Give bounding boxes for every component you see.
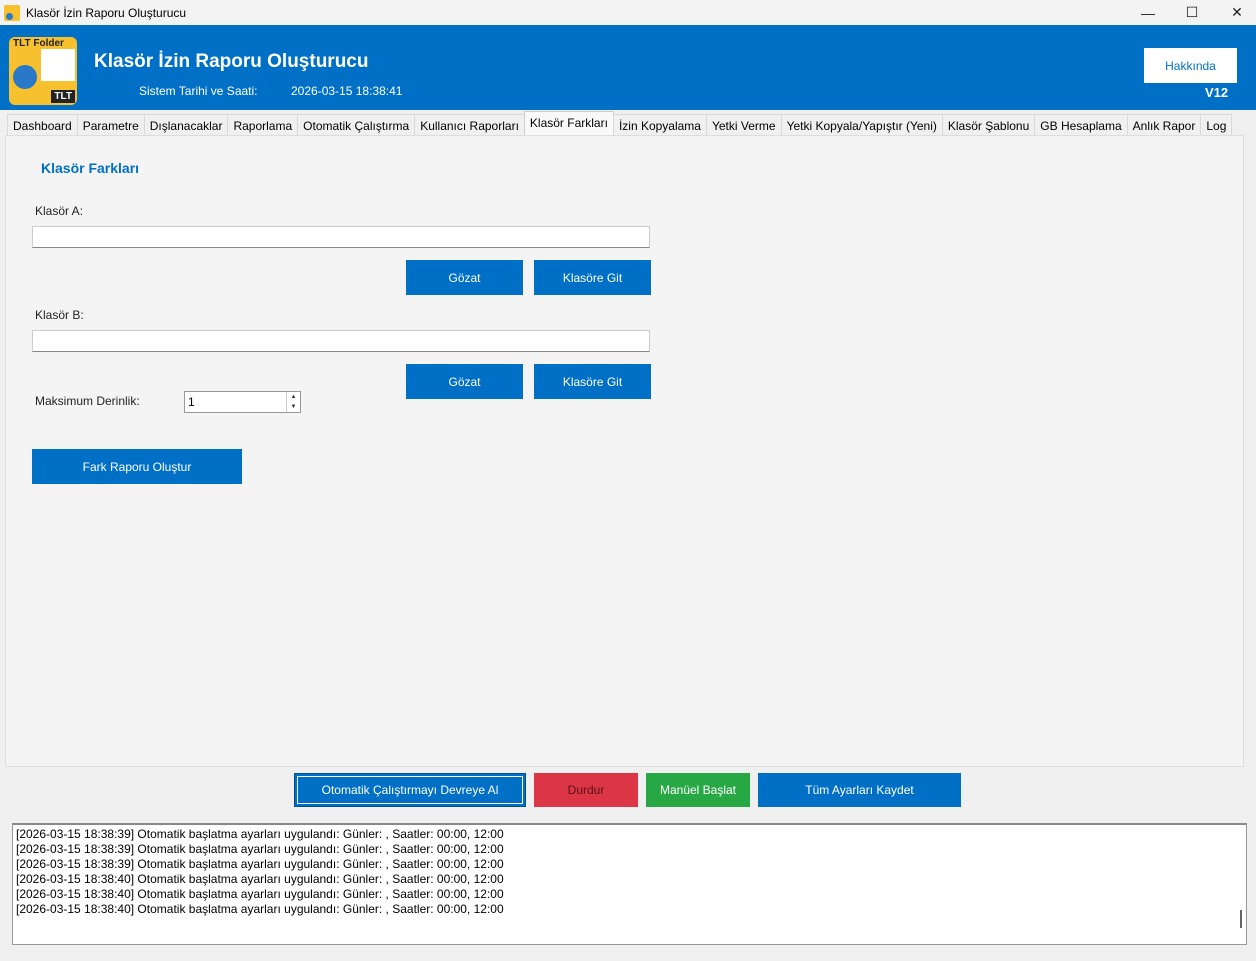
scrollbar[interactable] (1240, 910, 1242, 928)
log-line: [2026-03-15 18:38:39] Otomatik başlatma … (16, 842, 504, 856)
down-arrow-icon[interactable]: ▼ (290, 404, 297, 410)
save-all-settings-button[interactable]: Tüm Ayarları Kaydet (758, 773, 961, 807)
log-line: [2026-03-15 18:38:39] Otomatik başlatma … (16, 827, 504, 841)
create-diff-report-button[interactable]: Fark Raporu Oluştur (32, 449, 242, 484)
about-button[interactable]: Hakkında (1144, 48, 1237, 83)
datetime-label: Sistem Tarihi ve Saati: (139, 84, 258, 98)
datetime-value: 2026-03-15 18:38:41 (291, 84, 403, 98)
app-title: Klasör İzin Raporu Oluşturucu (94, 51, 369, 72)
tlt-folder-logo: TLT Folder TLT (9, 37, 77, 105)
app-icon (4, 4, 20, 21)
tab-9[interactable]: Yetki Kopyala/Yapıştır (Yeni) (780, 114, 943, 136)
max-depth-label: Maksimum Derinlik: (35, 394, 140, 408)
browse-b-button[interactable]: Gözat (406, 364, 523, 399)
tab-10[interactable]: Klasör Şablonu (941, 114, 1036, 136)
log-line: [2026-03-15 18:38:40] Otomatik başlatma … (16, 872, 504, 886)
tab-12[interactable]: Anlık Rapor (1126, 114, 1202, 136)
manual-start-button[interactable]: Manüel Başlat (646, 773, 750, 807)
tab-8[interactable]: Yetki Verme (705, 114, 782, 136)
stop-button[interactable]: Durdur (534, 773, 638, 807)
log-line: [2026-03-15 18:38:39] Otomatik başlatma … (16, 857, 504, 871)
max-depth-value: 1 (188, 395, 195, 409)
goto-folder-b-button[interactable]: Klasöre Git (534, 364, 651, 399)
tab-4[interactable]: Otomatik Çalıştırma (297, 114, 416, 136)
tab-7[interactable]: İzin Kopyalama (612, 114, 707, 136)
tab-5[interactable]: Kullanıcı Raporları (414, 114, 525, 136)
tab-0[interactable]: Dashboard (7, 114, 78, 136)
log-line: [2026-03-15 18:38:40] Otomatik başlatma … (16, 887, 504, 901)
app-header: TLT Folder TLT Klasör İzin Raporu Oluştu… (0, 25, 1256, 110)
tab-11[interactable]: GB Hesaplama (1034, 114, 1128, 136)
minimize-icon[interactable]: — (1141, 4, 1155, 21)
title-bar: Klasör İzin Raporu Oluşturucu — ☐ ✕ (0, 0, 1256, 25)
folder-b-input[interactable] (32, 330, 650, 352)
tab-3[interactable]: Raporlama (227, 114, 299, 136)
tab-6[interactable]: Klasör Farkları (523, 111, 614, 135)
tab-1[interactable]: Parametre (76, 114, 145, 136)
folder-a-label: Klasör A: (35, 204, 84, 218)
up-arrow-icon[interactable]: ▲ (290, 394, 297, 400)
folder-b-label: Klasör B: (35, 308, 84, 322)
max-depth-stepper[interactable]: 1 ▲ ▼ (184, 391, 301, 413)
folder-a-input[interactable] (32, 226, 650, 248)
tab-2[interactable]: Dışlanacaklar (143, 114, 229, 136)
close-icon[interactable]: ✕ (1231, 4, 1243, 20)
window-title: Klasör İzin Raporu Oluşturucu (26, 5, 187, 20)
version-label: V12 (1205, 85, 1229, 100)
tab-13[interactable]: Log (1200, 114, 1233, 136)
log-line: [2026-03-15 18:38:40] Otomatik başlatma … (16, 902, 504, 916)
enable-auto-run-button[interactable]: Otomatik Çalıştırmayı Devreye Al (294, 773, 526, 807)
section-title: Klasör Farkları (41, 160, 140, 176)
tab-bar: Dashboard Parametre Dışlanacaklar Raporlama… (7, 111, 1233, 136)
browse-a-button[interactable]: Gözat (406, 260, 523, 295)
log-textbox[interactable]: [2026-03-15 18:38:39] Otomatik başlatma … (12, 823, 1247, 945)
maximize-icon[interactable]: ☐ (1185, 4, 1199, 20)
goto-folder-a-button[interactable]: Klasöre Git (534, 260, 651, 295)
